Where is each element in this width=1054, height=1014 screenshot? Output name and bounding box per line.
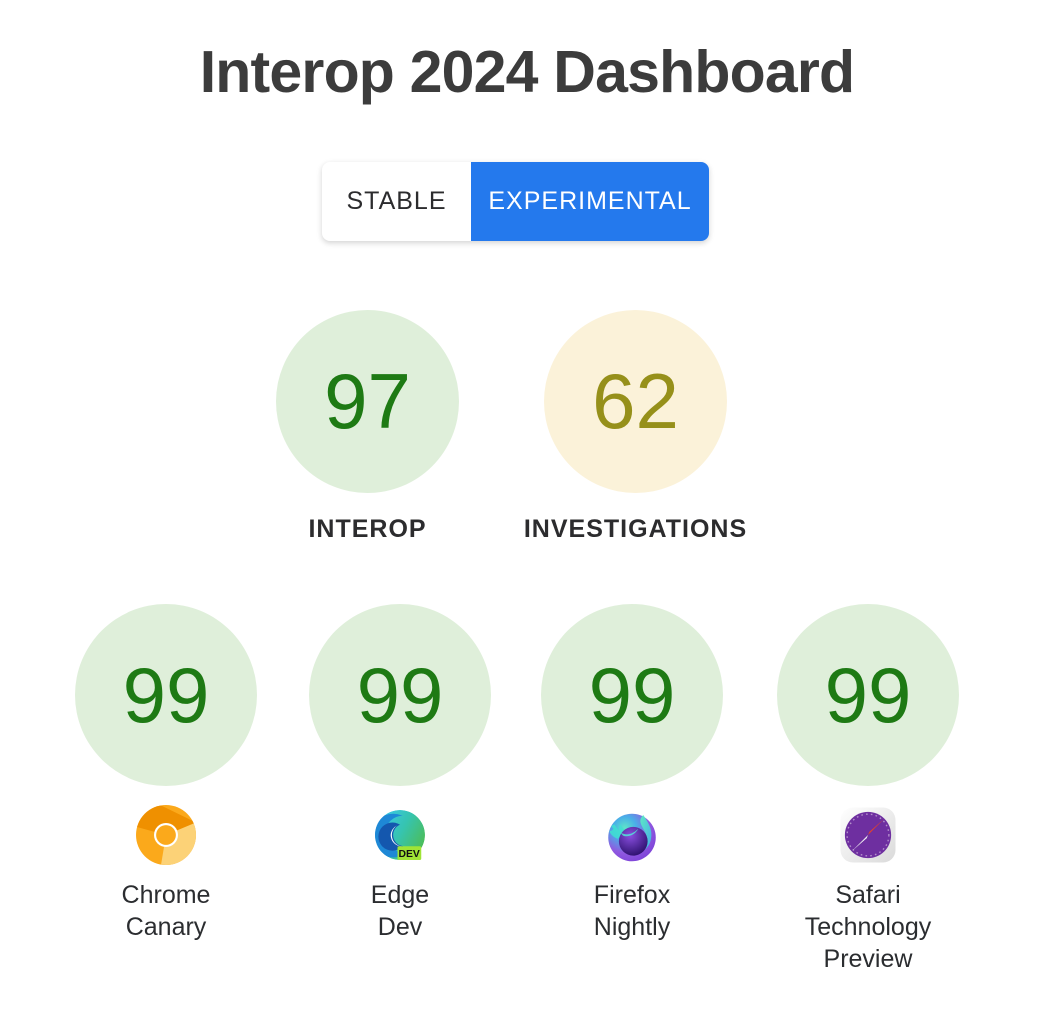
svg-text:DEV: DEV xyxy=(398,849,419,860)
